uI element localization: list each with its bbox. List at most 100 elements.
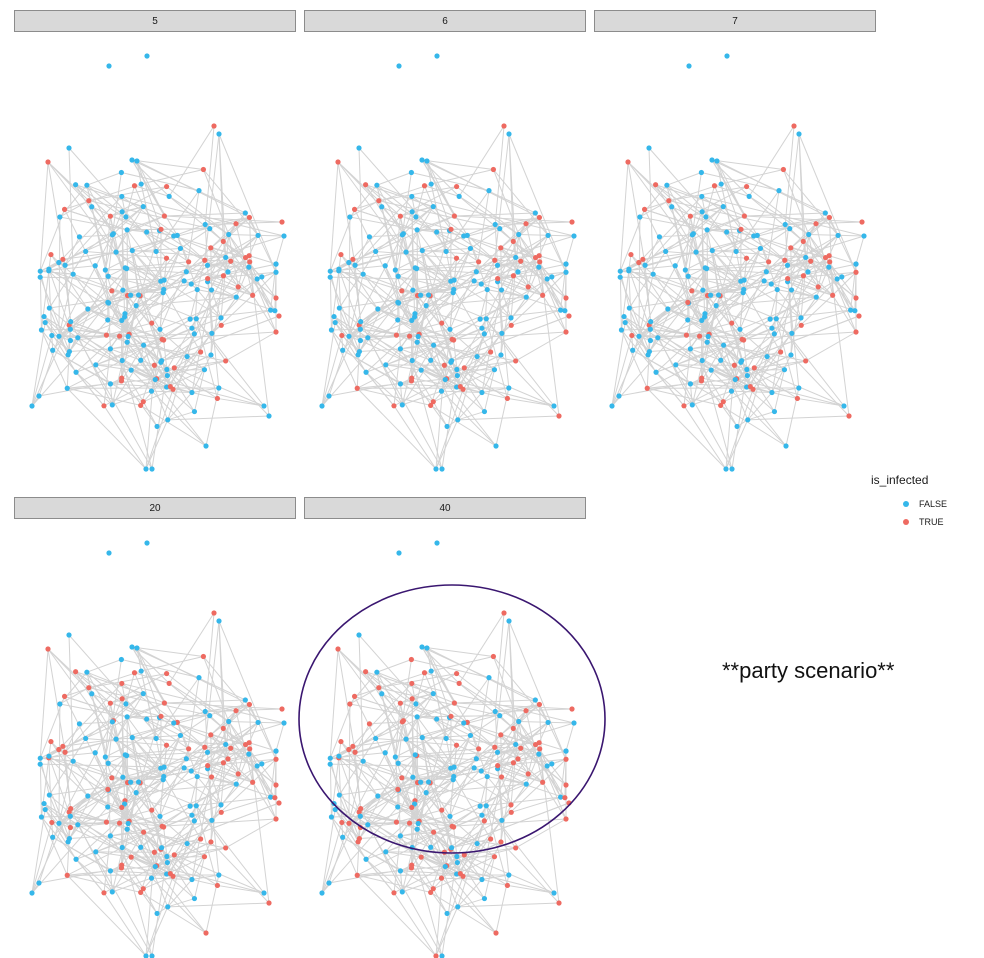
edge <box>790 333 793 355</box>
edge <box>375 737 457 746</box>
node-healthy <box>396 550 402 556</box>
edge <box>360 321 397 336</box>
node-healthy <box>93 362 99 368</box>
node-healthy <box>428 357 434 363</box>
edge <box>359 348 401 353</box>
edge <box>58 216 61 337</box>
edge <box>222 241 276 312</box>
edge <box>121 847 171 874</box>
node-healthy <box>188 768 194 774</box>
node-healthy <box>444 910 450 917</box>
edge <box>494 620 510 748</box>
node-healthy <box>481 895 488 902</box>
edge <box>620 276 745 281</box>
edge <box>458 682 514 729</box>
edge <box>204 722 285 748</box>
node-infected <box>273 756 279 762</box>
edge <box>190 309 271 320</box>
edge <box>685 235 754 271</box>
edge <box>402 877 442 893</box>
node-healthy <box>715 292 722 298</box>
node-infected <box>228 745 234 751</box>
edge <box>430 404 497 447</box>
edge <box>64 695 128 718</box>
node-healthy <box>425 779 432 785</box>
node-healthy <box>411 314 418 320</box>
node-healthy <box>492 708 498 715</box>
node-healthy <box>411 801 418 807</box>
node-healthy <box>484 773 490 780</box>
edge <box>139 248 181 297</box>
edge <box>518 234 562 311</box>
edge <box>141 169 204 185</box>
edge <box>338 270 343 336</box>
node-healthy <box>444 423 450 430</box>
node-healthy <box>268 307 274 313</box>
edge <box>68 147 74 275</box>
node-healthy <box>164 372 170 379</box>
edge <box>687 319 744 341</box>
node-healthy <box>443 735 449 742</box>
node-healthy <box>506 618 512 624</box>
edge <box>329 271 332 331</box>
edge <box>126 215 165 231</box>
edge <box>446 865 555 894</box>
edge <box>458 195 514 242</box>
edge <box>411 659 490 679</box>
node-infected <box>720 399 726 405</box>
edge <box>688 295 721 304</box>
edge <box>168 195 224 242</box>
node-healthy <box>83 248 89 255</box>
node-healthy <box>29 403 35 409</box>
node-infected <box>569 219 575 225</box>
edge <box>376 172 412 186</box>
edge <box>667 308 743 340</box>
node-healthy <box>721 342 727 348</box>
edge <box>480 796 561 807</box>
edge <box>457 411 485 421</box>
node-infected <box>536 701 543 708</box>
edge <box>195 805 265 894</box>
edge <box>770 309 851 320</box>
edge <box>75 339 164 373</box>
node-healthy <box>415 333 421 340</box>
edge <box>106 809 152 823</box>
edge <box>139 280 162 297</box>
node-healthy <box>656 234 663 240</box>
edge <box>433 344 516 362</box>
node-healthy <box>418 367 424 373</box>
node-healthy <box>129 644 135 650</box>
edge <box>207 748 250 753</box>
edge <box>716 160 742 230</box>
node-infected <box>508 322 514 328</box>
edge <box>650 328 737 380</box>
edge <box>828 217 857 273</box>
edge <box>75 858 113 893</box>
node-infected <box>399 775 405 781</box>
edge <box>367 334 397 339</box>
edge <box>414 289 488 318</box>
node-healthy <box>46 792 52 798</box>
edge <box>207 223 237 282</box>
node-healthy <box>415 820 421 827</box>
edge <box>221 309 271 326</box>
node-infected <box>653 182 659 188</box>
edge <box>665 250 747 259</box>
node-infected <box>61 206 68 212</box>
edge <box>338 756 361 817</box>
node-healthy <box>347 214 353 220</box>
edge <box>701 196 758 236</box>
node-healthy <box>454 853 460 860</box>
node-infected <box>246 253 252 259</box>
node-infected <box>406 820 413 826</box>
node-healthy <box>571 720 577 726</box>
node-healthy <box>513 741 519 748</box>
edge <box>415 672 425 705</box>
edge <box>495 703 540 713</box>
node-healthy <box>523 781 529 787</box>
node-healthy <box>782 221 788 228</box>
edge <box>686 322 732 336</box>
node-healthy <box>796 131 802 137</box>
edge <box>191 289 213 393</box>
node-infected <box>461 852 467 858</box>
